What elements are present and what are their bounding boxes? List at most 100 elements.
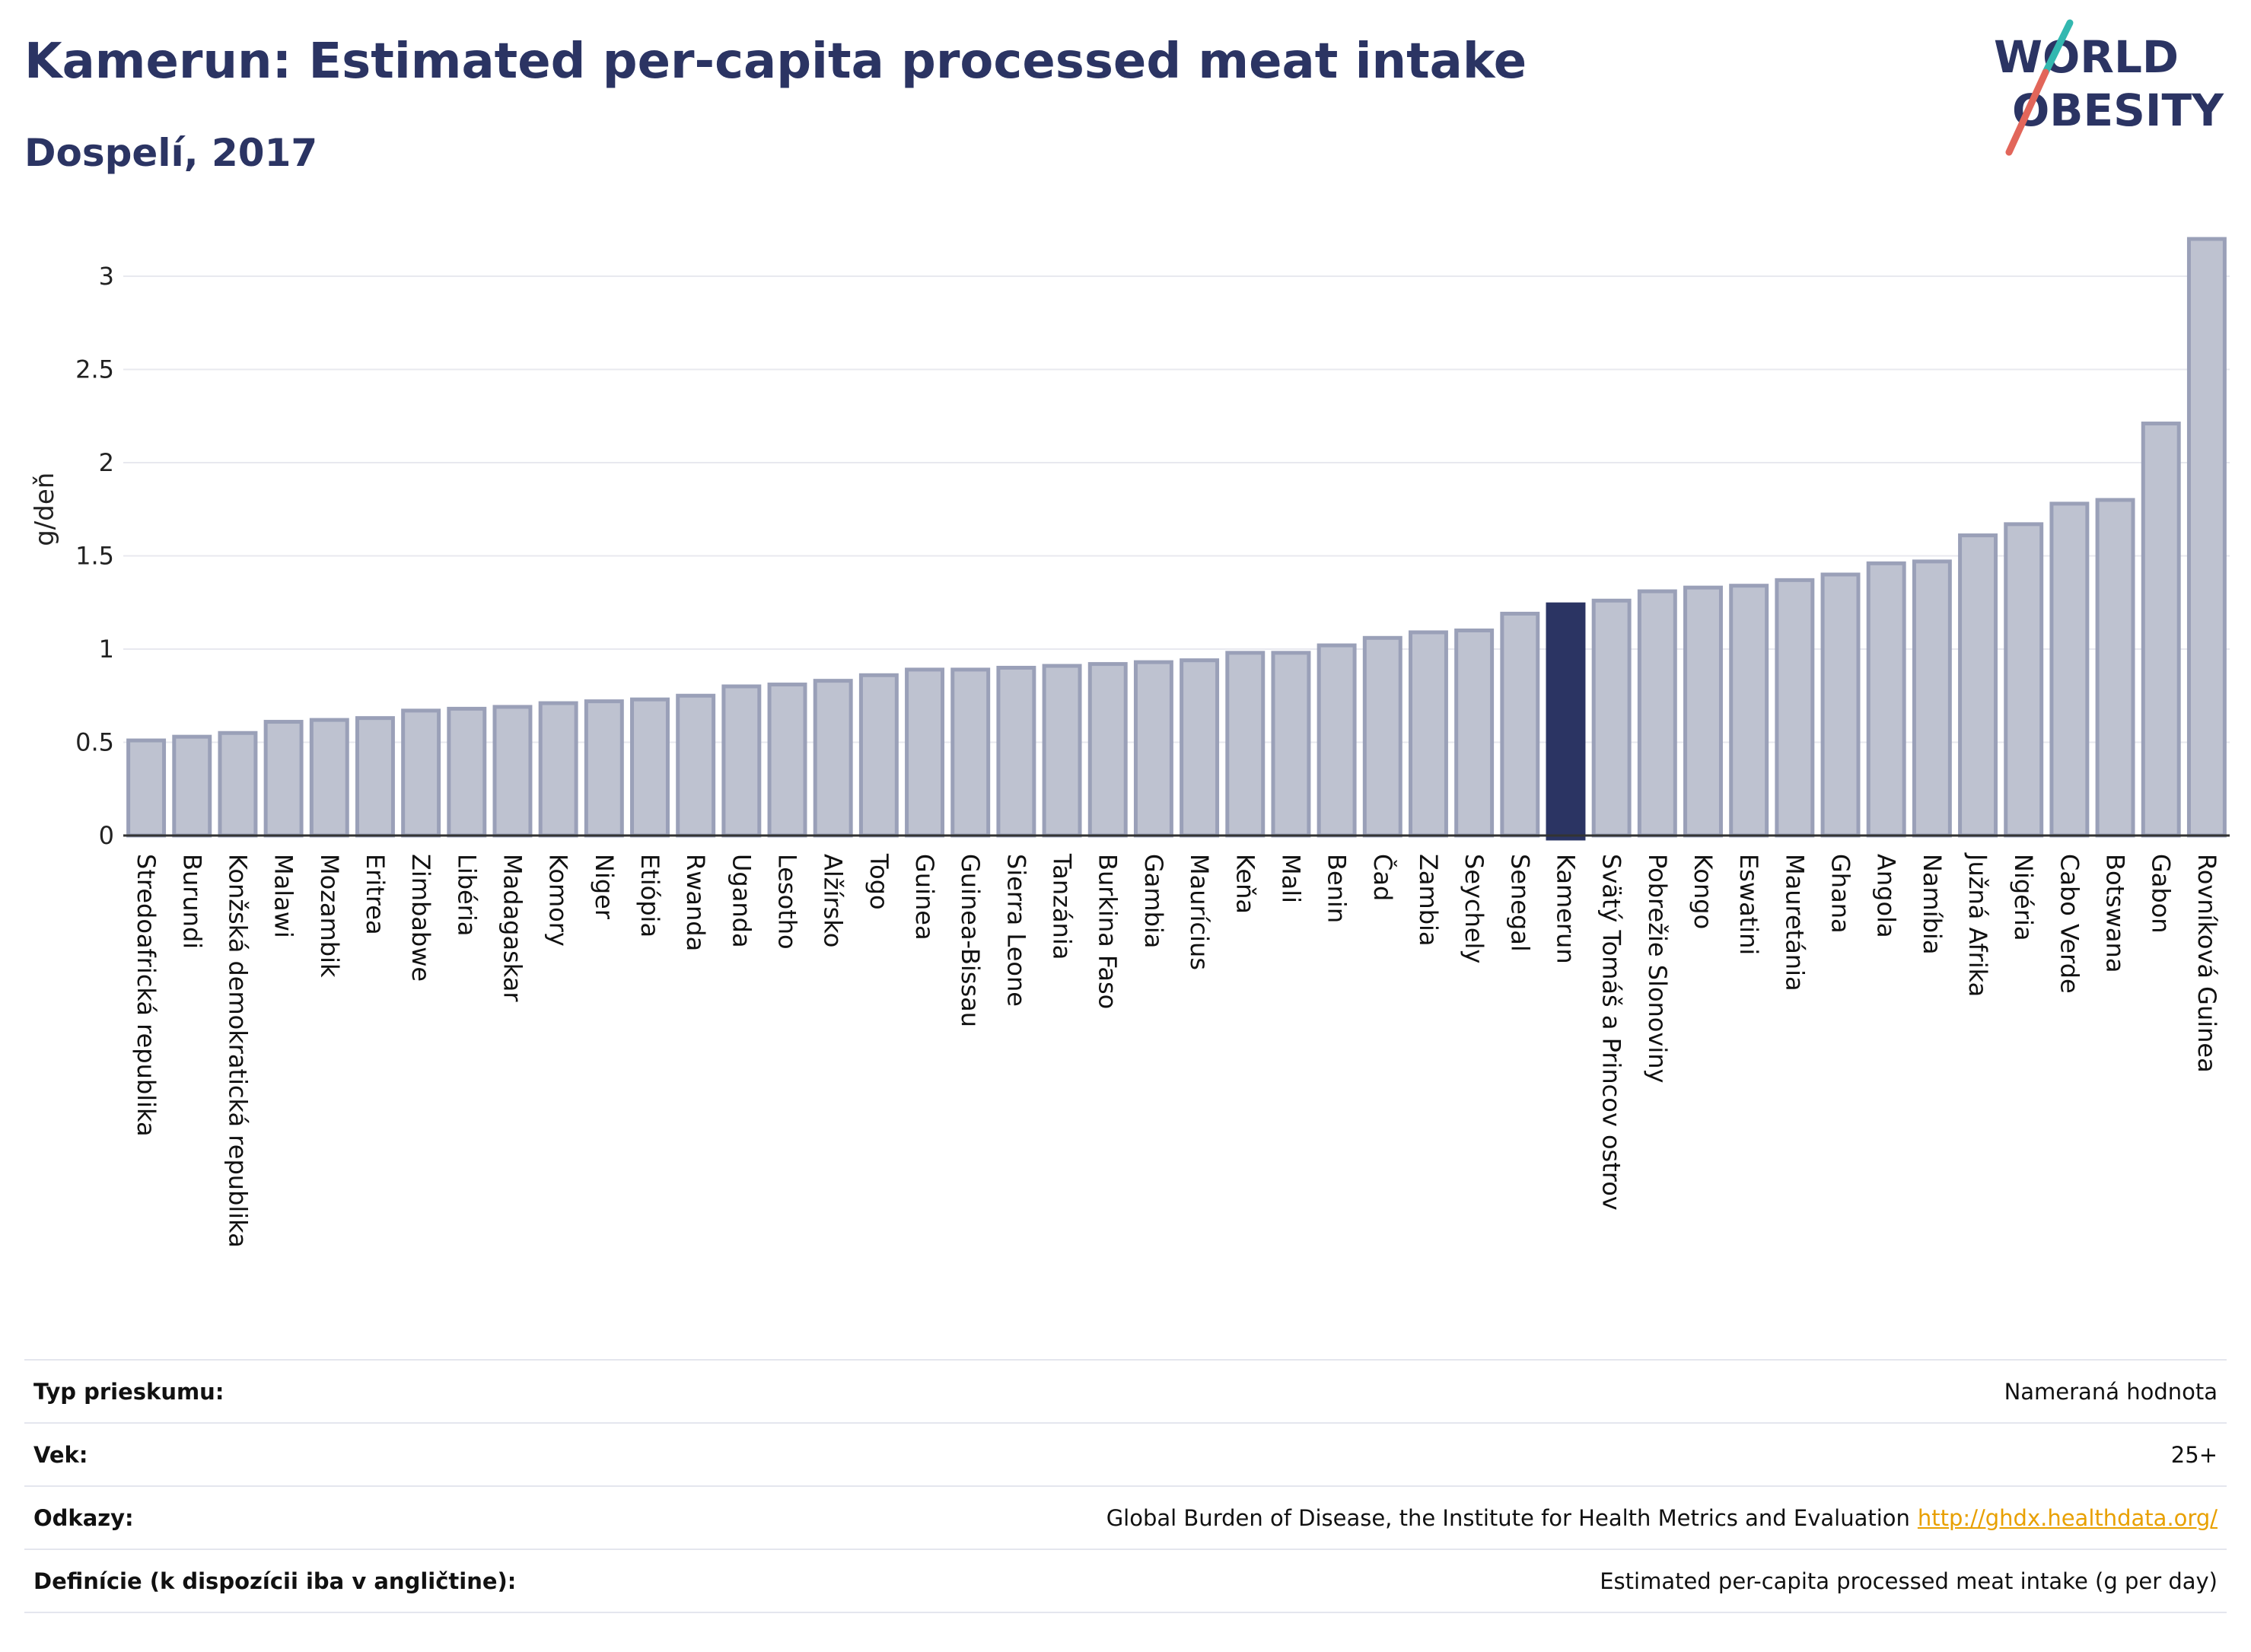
- bar: [1454, 629, 1495, 838]
- bar: [950, 667, 991, 838]
- x-tick-label: Guinea-Bissau: [956, 854, 985, 1027]
- x-tick-label: Senegal: [1505, 854, 1534, 952]
- x-tick-label: Pobrežie Slonoviny: [1643, 854, 1672, 1083]
- y-tick-label: 2.5: [75, 355, 114, 384]
- bar: [813, 679, 853, 838]
- x-tick-label: Kamerun: [1551, 854, 1580, 964]
- x-tick-label: Burkina Faso: [1094, 854, 1122, 1009]
- x-tick-label: Cabo Verde: [2055, 854, 2084, 994]
- bar: [858, 673, 899, 838]
- chart-subtitle: Dospelí, 2017: [24, 131, 318, 175]
- logo-text-world: WORLD: [1994, 31, 2179, 83]
- info-row: Odkazy: Global Burden of Disease, the Ins…: [24, 1487, 2227, 1550]
- y-tick-label: 0.5: [75, 728, 114, 757]
- x-tick-label: Seychely: [1460, 854, 1488, 963]
- y-tick-label: 1: [99, 635, 114, 664]
- bar-chart: 0 0.5 1 1.5 2 2.5 3 g/deň Stredoafrická republik…: [30, 237, 2230, 1248]
- y-tick-label: 1.5: [75, 542, 114, 571]
- x-tick-label: Ghana: [1826, 854, 1855, 934]
- bar: [996, 666, 1036, 838]
- info-label: Definície (k dispozícii iba v angličtine…: [33, 1568, 517, 1594]
- bar: [309, 718, 349, 838]
- bar: [1362, 635, 1402, 838]
- world-obesity-logo: WORLD OBESITY: [1994, 19, 2224, 156]
- bar: [1042, 664, 1082, 838]
- x-tick-label: Angola: [1872, 854, 1901, 938]
- x-tick-label: Lesotho: [773, 854, 802, 950]
- bar: [2004, 522, 2044, 838]
- info-value: Global Burden of Disease, the Institute …: [1106, 1504, 2218, 1531]
- info-row: Typ prieskumu: Nameraná hodnota: [24, 1361, 2227, 1424]
- bar: [676, 693, 716, 838]
- bar: [1866, 561, 1906, 838]
- x-tick-label: Madagaskar: [498, 854, 527, 1002]
- bar: [584, 699, 624, 838]
- x-tick-label: Čad: [1368, 854, 1398, 901]
- x-tick-label: Guinea: [910, 854, 939, 941]
- info-label: Typ prieskumu:: [33, 1378, 224, 1405]
- bar: [355, 716, 395, 838]
- bar-highlight: [1546, 602, 1586, 841]
- logo-slash-red: [2005, 68, 2049, 156]
- y-tick-label: 3: [99, 262, 114, 291]
- bar: [401, 708, 441, 838]
- bar: [1408, 630, 1448, 838]
- x-tick-label: Mozambik: [315, 854, 344, 978]
- bar: [447, 706, 487, 838]
- x-tick-label: Burundi: [177, 854, 206, 949]
- x-tick-label: Botswana: [2101, 854, 2130, 972]
- reference-link[interactable]: http://ghdx.healthdata.org/: [1917, 1504, 2218, 1531]
- info-table: Typ prieskumu: Nameraná hodnota Vek: 25+ Odk…: [24, 1359, 2227, 1613]
- bar: [126, 738, 167, 838]
- x-tick-label: Maurícius: [1185, 854, 1214, 970]
- bar: [1729, 584, 1769, 838]
- x-tick-label: Eritrea: [361, 854, 390, 935]
- x-tick-label: Kongo: [1689, 854, 1718, 929]
- x-tick-label: Nigéria: [2009, 854, 2038, 941]
- bar: [1775, 578, 1815, 838]
- x-tick-label: Uganda: [727, 854, 756, 948]
- x-tick-label: Zambia: [1414, 854, 1443, 947]
- bar: [2095, 498, 2135, 838]
- x-tick-label: Južná Afrika: [1963, 852, 1992, 997]
- bar: [538, 701, 578, 838]
- bar: [218, 731, 258, 838]
- bar: [2186, 237, 2227, 838]
- bar: [263, 720, 304, 838]
- info-value: Estimated per-capita processed meat inta…: [1600, 1568, 2218, 1594]
- info-value: 25+: [2170, 1441, 2218, 1468]
- x-tick-label: Zimbabwe: [406, 854, 435, 982]
- bar: [1271, 651, 1311, 838]
- logo-slash-teal: [2042, 19, 2074, 76]
- bar: [1087, 662, 1128, 838]
- info-label: Odkazy:: [33, 1504, 134, 1531]
- bar: [1820, 572, 1861, 838]
- chart-title: Kamerun: Estimated per-capita processed …: [24, 33, 1527, 90]
- bar: [905, 667, 945, 838]
- x-tick-label: Togo: [864, 853, 893, 910]
- bar: [630, 697, 670, 838]
- x-tick-label: Konžská demokratická republika: [223, 854, 252, 1248]
- x-tick-label: Stredoafrická republika: [132, 854, 161, 1137]
- bar: [1180, 658, 1220, 838]
- bar: [767, 683, 807, 838]
- x-tick-label: Malawi: [269, 854, 298, 938]
- bar: [492, 705, 533, 838]
- x-tick-label: Niger: [590, 854, 619, 920]
- info-row: Definície (k dispozícii iba v angličtine…: [24, 1550, 2227, 1613]
- bar: [1637, 589, 1677, 838]
- bar: [1317, 643, 1357, 838]
- x-tick-label: Etiópia: [635, 854, 664, 937]
- info-row: Vek: 25+: [24, 1424, 2227, 1487]
- x-tick-label: Svätý Tomáš a Princov ostrov: [1597, 854, 1626, 1211]
- info-value: Nameraná hodnota: [2004, 1378, 2218, 1405]
- x-tick-label: Komory: [544, 854, 573, 947]
- y-axis-label: g/deň: [30, 473, 60, 546]
- x-tick-label: Keňa: [1231, 854, 1259, 914]
- x-tick-label: Mauretánia: [1780, 854, 1809, 992]
- x-tick-label: Rovníková Guinea: [2192, 854, 2221, 1073]
- info-label: Vek:: [33, 1441, 88, 1468]
- x-tick-label: Sierra Leone: [1001, 854, 1030, 1007]
- bar: [1225, 651, 1266, 838]
- bar: [1133, 660, 1173, 838]
